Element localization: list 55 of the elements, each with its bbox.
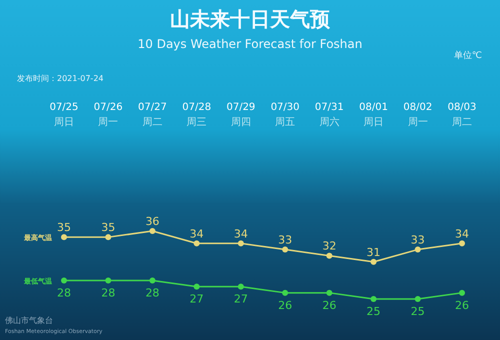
point [459,240,465,246]
x-tick-label: 07/25 周日 [50,102,78,128]
data-label: 27 [234,292,248,306]
point [61,234,67,240]
data-label: 33 [278,234,292,247]
point [194,284,200,290]
point [149,277,156,284]
data-label: 28 [145,286,160,300]
point [282,290,288,296]
data-label: 34 [234,227,248,240]
data-label: 25 [366,305,381,318]
data-label: 26 [278,298,292,312]
point [105,234,112,240]
point [414,246,421,253]
point [61,277,67,284]
point [238,284,244,290]
point [194,240,200,246]
data-label: 34 [455,227,469,240]
text: 发布时间：2021-07-24 [17,74,104,83]
point [326,252,332,259]
point [105,277,112,284]
x-tick-label: 07/26 周一 [94,102,123,128]
data-label: 26 [322,298,336,312]
point [370,296,377,302]
data-label: 32 [322,240,336,253]
data-label: 25 [410,305,425,318]
data-label: 31 [366,246,381,259]
point [238,240,244,246]
data-label: 33 [410,234,425,247]
point [149,228,156,234]
x-tick-label: 08/02 周一 [403,102,432,128]
point [282,246,288,253]
point [459,290,465,296]
data-label: 34 [190,227,204,240]
x-tick-label: 07/31 周六 [314,102,344,128]
chart-title: 山未来十日天气预 [170,7,331,31]
point [370,258,377,265]
data-label: 36 [145,215,160,228]
data-label: 28 [101,286,116,300]
x-tick-label: 07/27 周二 [138,102,167,128]
text: 佛山市气象台 [5,316,53,325]
x-tick-label: 07/30 周五 [270,102,300,128]
data-label: 28 [57,286,71,300]
data-label: 27 [190,292,204,306]
x-tick-label: 07/28 周三 [182,102,212,128]
data-label: 35 [101,221,116,234]
data-label: 35 [57,221,71,234]
point [326,290,332,296]
text: 单位℃ [454,50,482,61]
point [414,296,421,302]
chart-subtitle: 10 Days Weather Forecast for Foshan [138,37,362,51]
x-tick-label: 08/01 周日 [359,102,388,128]
x-tick-label: 08/03 周二 [448,102,476,128]
data-label: 26 [455,298,469,312]
x-tick-label: 07/29 周四 [226,102,256,128]
